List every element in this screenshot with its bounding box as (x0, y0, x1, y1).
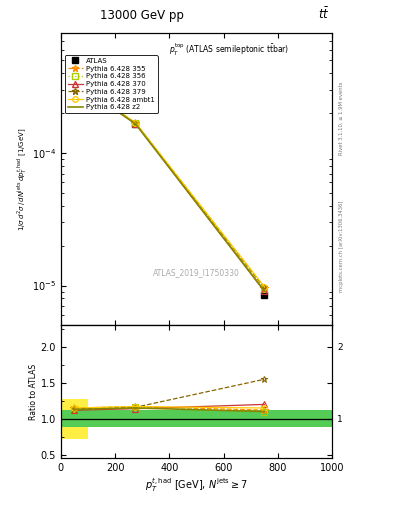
ATLAS (133, 121, 138, 127)
Text: Rivet 3.1.10, ≥ 1.9M events: Rivet 3.1.10, ≥ 1.9M events (339, 81, 344, 155)
Pythia 6.428 356 (72, 78, 77, 84)
Pythia 6.428 379 (262, 284, 266, 290)
Pythia 6.428 355 (72, 79, 77, 85)
X-axis label: $p_T^{t,\rm had}$ [GeV], $N^{\rm jets} \geq 7$: $p_T^{t,\rm had}$ [GeV], $N^{\rm jets} \… (145, 477, 248, 495)
Y-axis label: Ratio to ATLAS: Ratio to ATLAS (29, 364, 38, 420)
Pythia 6.428 ambt1 (133, 120, 138, 126)
Pythia 6.428 z2 (262, 288, 266, 294)
Pythia 6.428 355 (133, 120, 138, 126)
Pythia 6.428 370 (262, 288, 266, 294)
Pythia 6.428 356 (133, 120, 138, 126)
Pythia 6.428 379 (72, 78, 77, 84)
Text: 13000 GeV pp: 13000 GeV pp (100, 9, 184, 22)
Pythia 6.428 355 (262, 285, 266, 291)
Text: $p_T^{\rm top}$ (ATLAS semileptonic t$\bar{\rm t}$bar): $p_T^{\rm top}$ (ATLAS semileptonic t$\b… (169, 42, 289, 58)
Pythia 6.428 356 (262, 286, 266, 292)
ATLAS (72, 81, 77, 88)
Line: Pythia 6.428 355: Pythia 6.428 355 (70, 77, 268, 292)
Legend: ATLAS, Pythia 6.428 355, Pythia 6.428 356, Pythia 6.428 370, Pythia 6.428 379, P: ATLAS, Pythia 6.428 355, Pythia 6.428 35… (65, 55, 158, 113)
Line: Pythia 6.428 ambt1: Pythia 6.428 ambt1 (72, 78, 267, 289)
Pythia 6.428 ambt1 (262, 284, 266, 290)
Line: Pythia 6.428 z2: Pythia 6.428 z2 (75, 82, 264, 291)
Y-axis label: $1/\sigma\,d^2\sigma\,/\,dN^{\rm jets}\,dp_T^{t,\rm had}$ [1/GeV]: $1/\sigma\,d^2\sigma\,/\,dN^{\rm jets}\,… (16, 127, 29, 231)
Line: Pythia 6.428 356: Pythia 6.428 356 (72, 78, 267, 292)
Pythia 6.428 370 (72, 79, 77, 86)
Text: mcplots.cern.ch [arXiv:1306.3436]: mcplots.cern.ch [arXiv:1306.3436] (339, 200, 344, 291)
Text: ATLAS_2019_I1750330: ATLAS_2019_I1750330 (153, 268, 240, 278)
Line: Pythia 6.428 370: Pythia 6.428 370 (72, 79, 267, 294)
Pythia 6.428 ambt1 (72, 78, 77, 84)
Pythia 6.428 z2 (133, 121, 138, 127)
Pythia 6.428 379 (133, 120, 138, 126)
ATLAS (262, 292, 266, 298)
Pythia 6.428 z2 (72, 79, 77, 85)
Pythia 6.428 370 (133, 121, 138, 127)
Line: ATLAS: ATLAS (71, 81, 268, 298)
Line: Pythia 6.428 379: Pythia 6.428 379 (71, 78, 268, 291)
Text: $t\bar{t}$: $t\bar{t}$ (318, 6, 329, 22)
